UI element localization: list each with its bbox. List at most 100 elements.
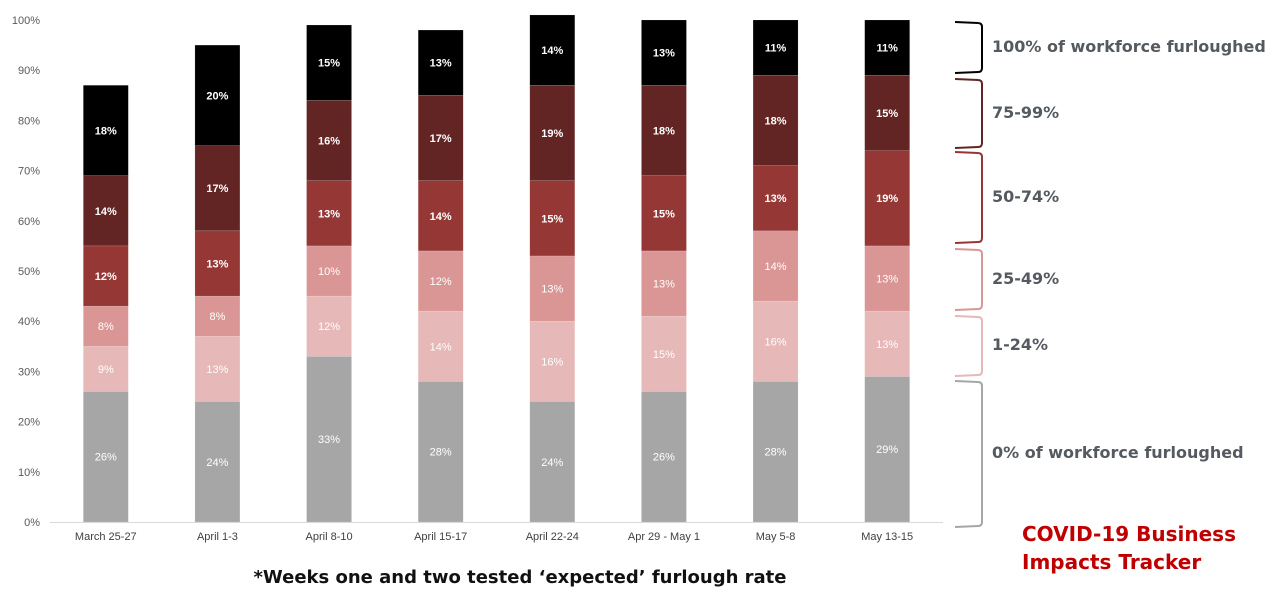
data-label: 10% — [318, 266, 340, 278]
data-label: 11% — [876, 43, 898, 55]
data-label: 13% — [206, 258, 228, 270]
data-label: 13% — [430, 58, 452, 70]
data-label: 18% — [653, 125, 675, 137]
legend-bracket — [954, 21, 983, 74]
data-label: 17% — [430, 133, 452, 145]
data-label: 13% — [653, 279, 675, 291]
x-tick-label: April 1-3 — [197, 531, 238, 543]
data-label: 14% — [541, 45, 563, 57]
bar-segment — [83, 391, 129, 523]
data-label: 12% — [95, 271, 117, 283]
bar-segment — [864, 150, 910, 247]
data-label: 14% — [430, 211, 452, 223]
bar-segment — [83, 245, 129, 307]
data-label: 28% — [430, 447, 452, 459]
bar-segment — [864, 376, 910, 523]
x-tick-label: April 8-10 — [306, 531, 353, 543]
x-tick-label: April 15-17 — [414, 531, 467, 543]
bar-segment — [83, 85, 129, 176]
data-label: 29% — [876, 444, 898, 456]
bar-segment — [417, 310, 464, 382]
bar-segment — [306, 100, 352, 181]
bar-segment — [529, 14, 576, 86]
data-label: 16% — [541, 356, 563, 368]
bar-segment — [194, 336, 241, 402]
y-tick-label: 10% — [18, 467, 40, 479]
bar-segment — [417, 381, 464, 523]
data-label: 26% — [95, 452, 117, 464]
data-label: 15% — [541, 213, 563, 225]
legend-label: 75-99% — [992, 102, 1060, 122]
bar-segment — [306, 356, 352, 523]
data-label: 15% — [653, 208, 675, 220]
bar-segment — [417, 250, 464, 312]
bar-segment — [194, 295, 241, 337]
legend-bracket — [954, 78, 983, 149]
brand-line-2: Impacts Tracker — [1022, 550, 1202, 574]
x-axis-ticks: March 25-27 April 1-3 April 8-10 April 15-1… — [75, 531, 913, 543]
footnote: *Weeks one and two tested ‘expected’ fur… — [253, 567, 787, 588]
bar-segment — [641, 175, 687, 252]
legend-label: 100% of workforce furloughed — [992, 36, 1266, 56]
data-label: 18% — [765, 115, 787, 127]
data-label: 9% — [98, 364, 114, 376]
data-label: 18% — [95, 125, 117, 137]
data-label: 14% — [430, 341, 452, 353]
bar-segment — [641, 19, 687, 86]
bar-segment — [83, 346, 129, 392]
legend-brackets — [954, 21, 983, 528]
y-tick-label: 90% — [18, 65, 40, 77]
legend-label: 50-74% — [992, 186, 1060, 206]
data-label: 24% — [541, 457, 563, 469]
y-tick-label: 60% — [18, 216, 40, 228]
data-label: 33% — [318, 434, 340, 446]
data-label: 13% — [318, 208, 340, 220]
legend-bracket — [954, 315, 983, 377]
bar-segment — [641, 391, 687, 523]
data-label: 16% — [318, 135, 340, 147]
data-label: 19% — [876, 193, 898, 205]
bar-segment — [194, 230, 241, 297]
bar-segment — [83, 305, 129, 347]
bar-segment — [194, 44, 241, 146]
y-tick-label: 80% — [18, 115, 40, 127]
data-label: 24% — [206, 457, 228, 469]
y-tick-label: 30% — [18, 366, 40, 378]
bar-stack: 24% 13% 8% 13% 17% 20% — [194, 44, 241, 523]
data-label: 13% — [206, 364, 228, 376]
legend-label: 1-24% — [992, 335, 1049, 354]
data-label: 11% — [765, 43, 787, 55]
bar-segment — [864, 19, 910, 76]
bar-stack: 33% 12% 10% 13% 16% 15% — [306, 24, 352, 523]
y-tick-label: 100% — [12, 15, 40, 27]
data-label: 28% — [765, 447, 787, 459]
data-label: 13% — [876, 339, 898, 351]
data-label: 17% — [206, 183, 228, 195]
bar-segment — [529, 401, 576, 523]
data-label: 14% — [95, 206, 117, 218]
y-tick-label: 70% — [18, 166, 40, 178]
bar-segment — [529, 85, 576, 181]
y-tick-label: 0% — [24, 517, 40, 529]
data-label: 19% — [541, 128, 563, 140]
data-label: 13% — [653, 48, 675, 60]
data-label: 12% — [318, 321, 340, 333]
y-tick-label: 40% — [18, 316, 40, 328]
legend-label: 25-49% — [992, 268, 1060, 288]
legend-bracket — [954, 380, 983, 528]
data-label: 13% — [876, 274, 898, 286]
bar-stack: 26% 15% 13% 15% 18% 13% — [641, 19, 687, 523]
bar-segment — [306, 180, 352, 247]
legend-bracket — [954, 248, 983, 311]
data-label: 13% — [765, 193, 787, 205]
bar-segment — [641, 85, 687, 176]
x-tick-label: Apr 29 - May 1 — [628, 531, 700, 543]
data-label: 8% — [98, 321, 114, 333]
bar-segment — [306, 245, 352, 297]
bar-segment — [529, 255, 576, 322]
data-label: 26% — [653, 452, 675, 464]
y-axis-ticks: 0% 10% 20% 30% 40% 50% 60% 70% 80% 90% 100% — [12, 15, 40, 529]
bar-segment — [864, 310, 910, 377]
data-label: 12% — [430, 276, 452, 288]
